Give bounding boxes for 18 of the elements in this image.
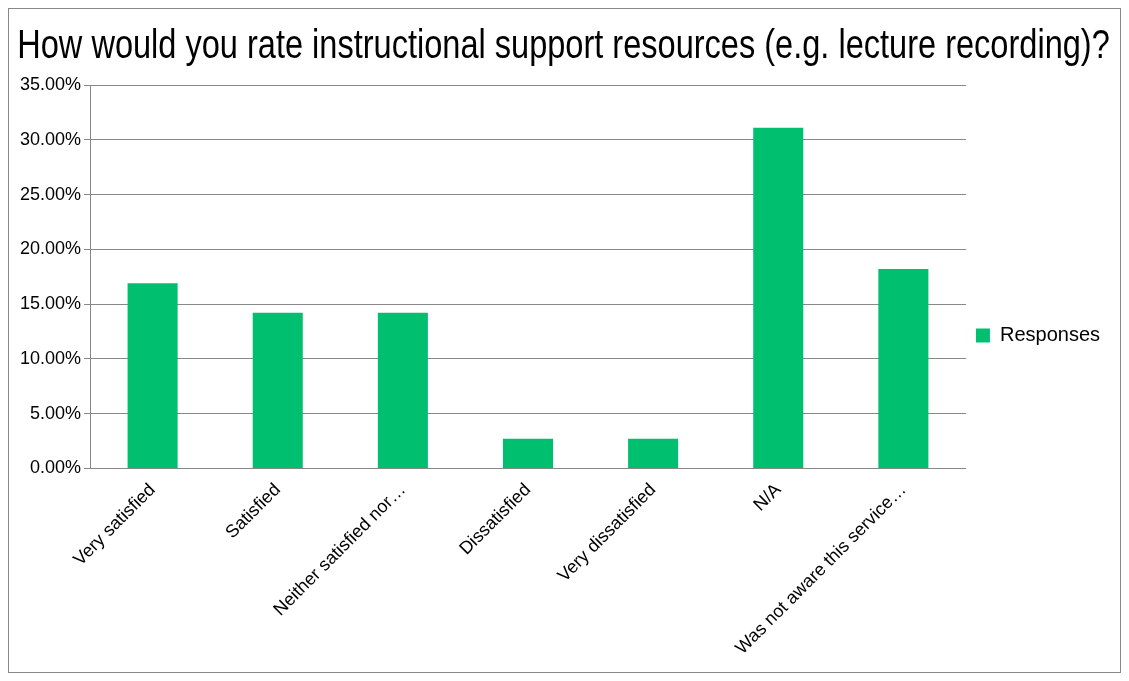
bar bbox=[377, 312, 428, 468]
y-tick-label: 35.00% bbox=[19, 73, 82, 94]
bar bbox=[753, 127, 804, 468]
y-tick-label: 30.00% bbox=[19, 128, 82, 149]
y-tick-label: 15.00% bbox=[19, 293, 82, 314]
y-tick-label: 5.00% bbox=[30, 402, 82, 423]
bar bbox=[127, 283, 178, 468]
y-tick-label: 0.00% bbox=[30, 457, 82, 478]
y-tick-label: 20.00% bbox=[19, 238, 82, 259]
bar bbox=[878, 269, 929, 468]
bar bbox=[628, 438, 679, 468]
legend-label: Responses bbox=[999, 323, 1100, 346]
y-tick-label: 10.00% bbox=[19, 347, 82, 368]
bar bbox=[502, 438, 554, 468]
bar bbox=[252, 312, 303, 468]
x-tick-label: N/A bbox=[749, 479, 785, 515]
chart-title: How would you rate instructional support resources (e.g. lecture recording)? bbox=[17, 21, 1110, 67]
y-tick-label: 25.00% bbox=[19, 183, 82, 204]
